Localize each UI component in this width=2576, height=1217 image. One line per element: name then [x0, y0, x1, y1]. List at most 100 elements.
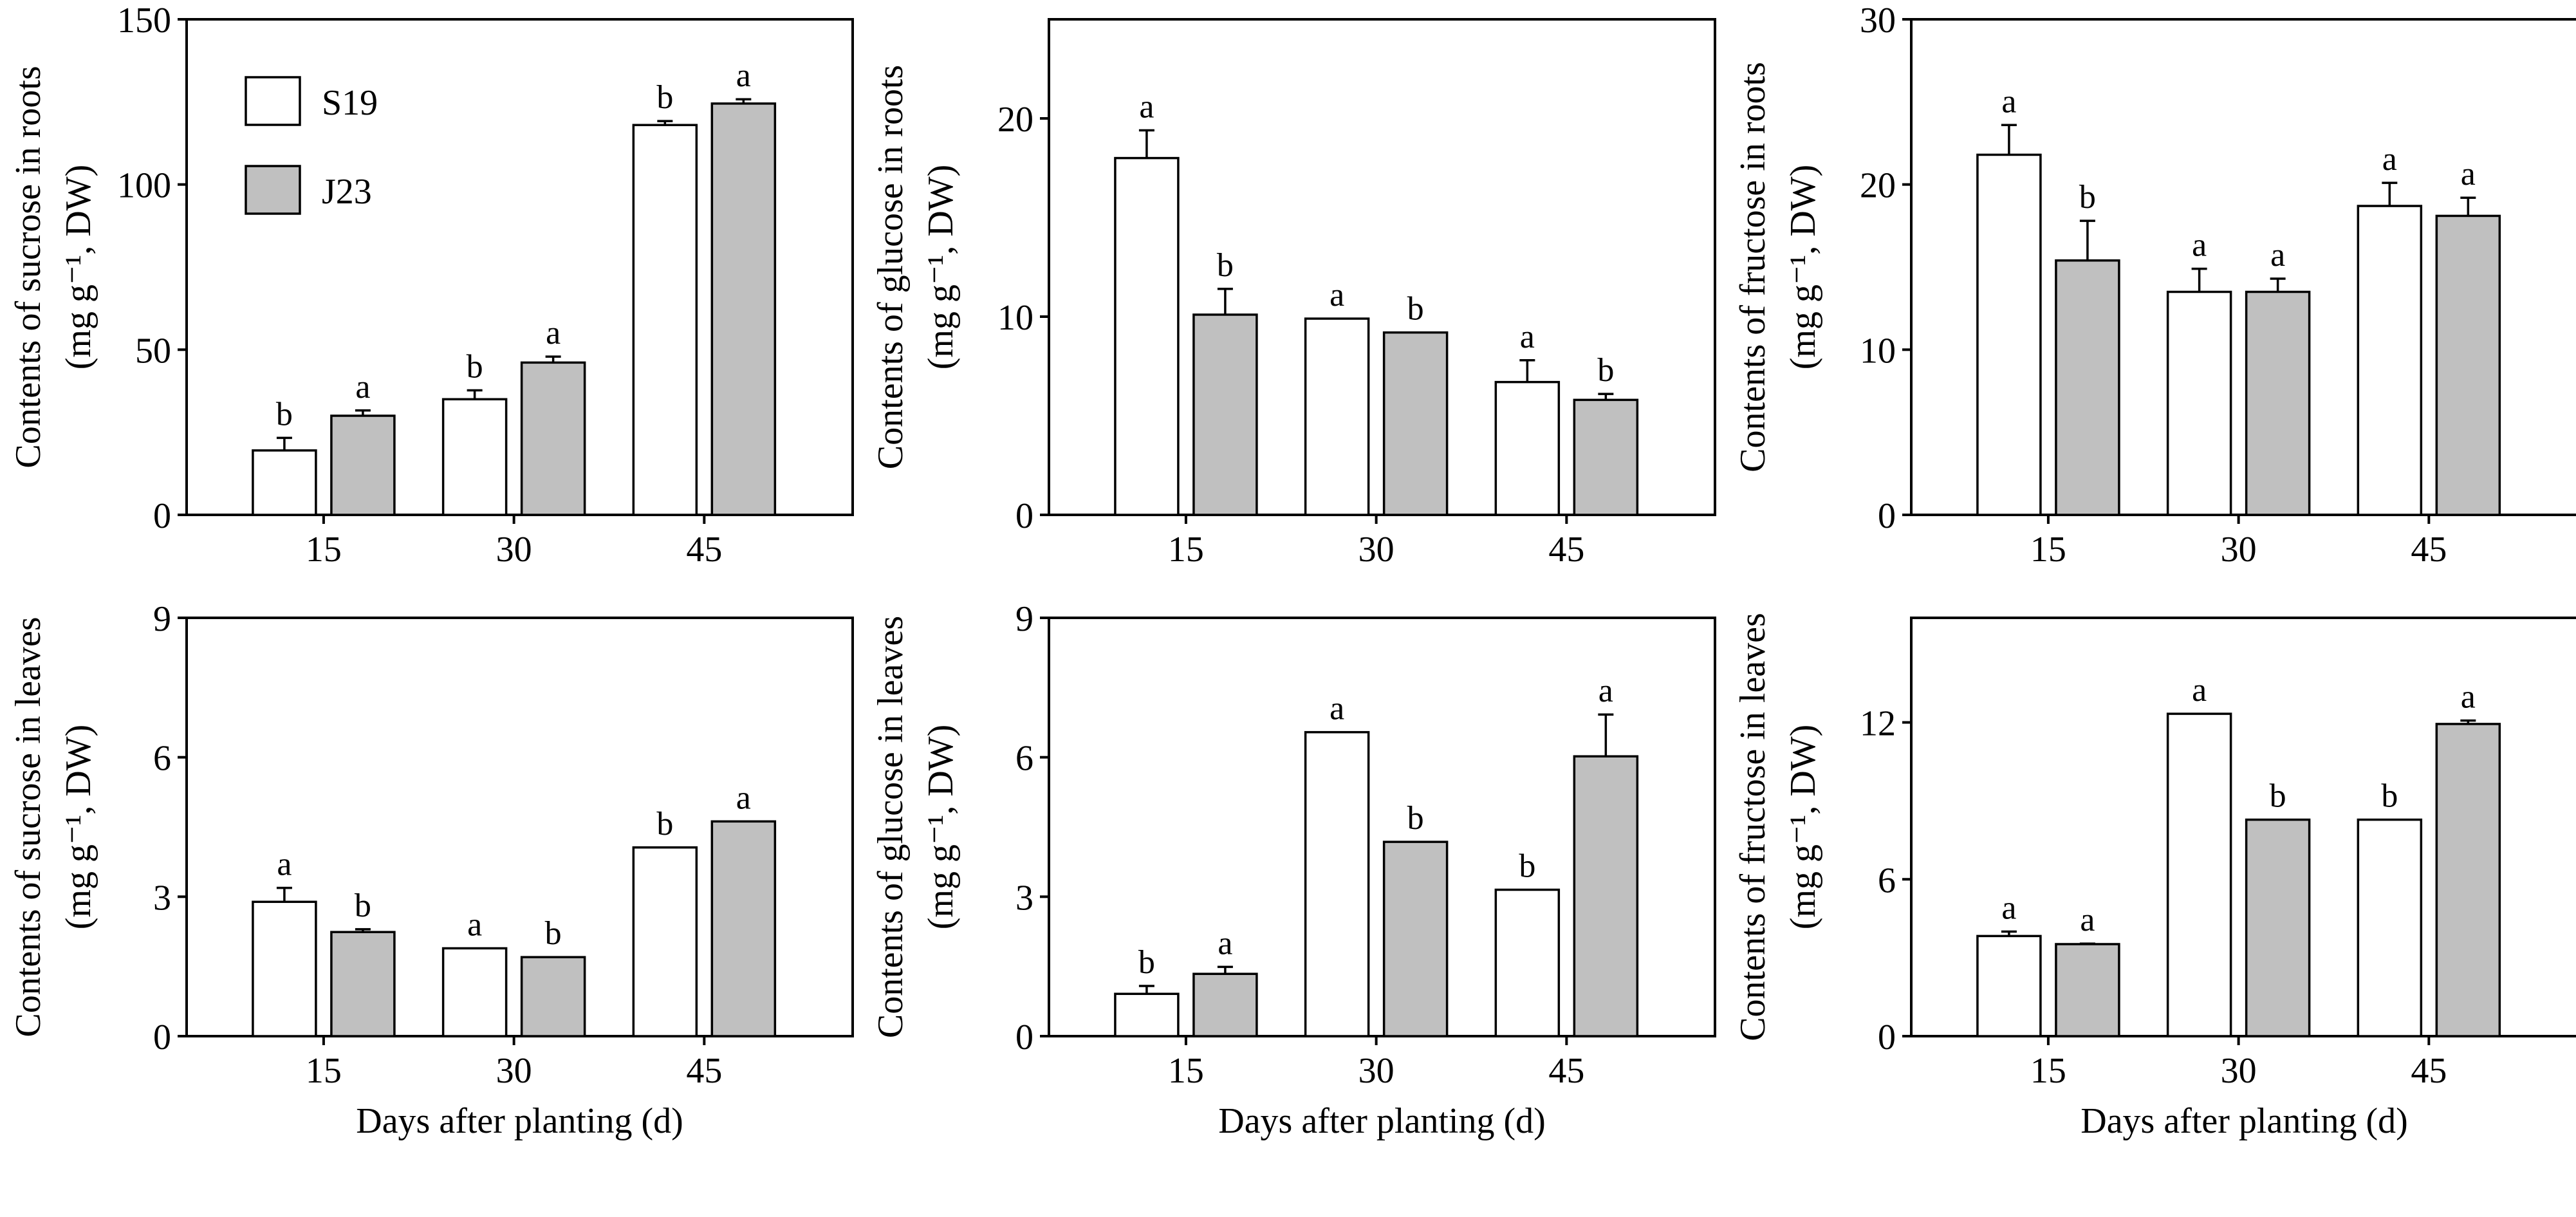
significance-letter: b: [1597, 352, 1614, 389]
significance-letter: a: [736, 779, 751, 816]
bar-j23-15: [330, 931, 396, 1037]
y-tick-label: 0: [1015, 1017, 1033, 1057]
y-tick-label: 20: [997, 100, 1033, 140]
plot-frame: [1048, 617, 1716, 1037]
bar-j23-15: [2055, 943, 2120, 1037]
y-tick-label: 6: [1015, 739, 1033, 779]
chart-sucrose-roots: 0 50 100 150 Contents of sucrose in roots (mg…: [8, 1, 854, 570]
y-tick-label: 150: [117, 1, 171, 41]
x-tick-label: 45: [1548, 530, 1584, 570]
bar-j23-15: [2055, 259, 2120, 516]
panel-sucrose-roots: 0 50 100 150 Contents of sucrose in roots (mg…: [0, 0, 859, 579]
y-tick-label: 20: [1860, 166, 1896, 206]
x-tick-label: 45: [2411, 530, 2447, 570]
x-tick-label: 30: [496, 1051, 532, 1091]
bar-s19-45: [632, 124, 698, 516]
y-tick-label: 0: [153, 1017, 171, 1057]
bar-s19-45: [2357, 818, 2423, 1037]
y-axis-label: Contents of fructose in leaves: [1733, 613, 1773, 1041]
significance-letter: a: [1520, 319, 1535, 355]
panel-sucrose-leaves: 0 3 6 9 Contents of sucrose in leaves (mg g⁻¹…: [0, 592, 859, 1217]
significance-letter: b: [467, 348, 483, 385]
significance-letter: b: [1519, 848, 1535, 885]
chart-glucose-leaves: 0 3 6 9 Contents of glucose in leaves (mg g⁻¹…: [871, 599, 1716, 1141]
bar-s19-15: [252, 900, 317, 1037]
x-axis-label: Days after planting (d): [1218, 1101, 1545, 1141]
y-tick-label: 9: [1015, 599, 1033, 639]
significance-letter: a: [1598, 673, 1613, 709]
significance-letter: b: [656, 806, 673, 842]
significance-letter: a: [1330, 277, 1344, 313]
y-tick-label: 0: [1015, 496, 1033, 536]
significance-letter: a: [736, 57, 751, 94]
bar-j23-45: [2435, 723, 2501, 1037]
significance-letter: b: [2079, 179, 2096, 216]
y-axis-label: Contents of glucose in leaves: [871, 616, 911, 1038]
x-tick-label: 30: [2221, 530, 2257, 570]
bar-s19-15: [252, 449, 317, 516]
bar-s19-30: [2166, 290, 2232, 516]
bar-j23-30: [1382, 331, 1449, 516]
bar-j23-30: [520, 956, 586, 1037]
plot-frame: [1910, 617, 2576, 1037]
panel-fructose-roots: 0 10 20 30 Contents of fructose in roots (mg …: [1725, 0, 2576, 579]
y-tick-label: 0: [1878, 1017, 1896, 1057]
y-tick-label: 12: [1860, 704, 1896, 744]
y-tick-label: 0: [1878, 496, 1896, 536]
bar-j23-15: [1192, 972, 1258, 1037]
y-axis-unit-label: (mg g⁻¹, DW): [1783, 165, 1823, 370]
significance-letter: b: [2270, 778, 2286, 815]
y-axis-label: Contents of sucrose in leaves: [8, 617, 48, 1037]
y-tick-label: 10: [997, 298, 1033, 338]
x-tick-label: 15: [306, 1051, 342, 1091]
bar-s19-15: [1976, 934, 2042, 1037]
y-axis-unit-label: (mg g⁻¹, DW): [921, 725, 961, 930]
y-axis-label: Contents of glucose in roots: [871, 65, 911, 469]
bar-s19-30: [441, 398, 508, 516]
significance-letter: a: [355, 369, 370, 405]
y-axis-unit-label: (mg g⁻¹, DW): [921, 165, 961, 370]
bar-s19-30: [1304, 730, 1370, 1037]
x-tick-label: 15: [1168, 1051, 1204, 1091]
bar-j23-30: [1382, 841, 1449, 1037]
bar-s19-45: [1494, 380, 1561, 516]
bar-s19-30: [441, 947, 508, 1037]
x-tick-label: 45: [2411, 1051, 2447, 1091]
significance-letter: a: [2461, 679, 2476, 716]
significance-letter: a: [546, 315, 561, 351]
y-tick-label: 30: [1860, 1, 1896, 41]
y-axis-unit-label: (mg g⁻¹, DW): [59, 725, 98, 930]
significance-letter: b: [545, 915, 562, 952]
chart-fructose-leaves: 0 6 12 Contents of fructose in leaves (mg g⁻…: [1733, 613, 2576, 1141]
bar-j23-45: [710, 102, 777, 516]
chart-glucose-roots: 0 10 20 Contents of glucose in roots (mg g⁻¹…: [871, 18, 1716, 570]
significance-letter: b: [2381, 778, 2398, 815]
bar-s19-30: [1304, 317, 1370, 516]
y-tick-label: 6: [153, 739, 171, 779]
chart-sucrose-leaves: 0 3 6 9 Contents of sucrose in leaves (mg g⁻¹…: [8, 599, 854, 1141]
panel-glucose-roots: 0 10 20 Contents of glucose in roots (mg g⁻¹…: [862, 0, 1721, 579]
x-tick-label: 15: [306, 530, 342, 570]
significance-letter: a: [277, 846, 292, 883]
chart-fructose-roots: 0 10 20 30 Contents of fructose in roots (mg …: [1733, 1, 2576, 570]
legend-label-s19: S19: [322, 83, 378, 123]
x-tick-label: 15: [1168, 530, 1204, 570]
plot-frame: [185, 617, 854, 1037]
y-axis-label: Contents of fructose in roots: [1733, 62, 1773, 472]
x-tick-label: 30: [1358, 1051, 1395, 1091]
bar-j23-30: [2245, 818, 2311, 1037]
x-tick-label: 30: [496, 530, 532, 570]
plot-frame: [1910, 18, 2576, 516]
bar-j23-30: [520, 361, 586, 516]
y-tick-label: 0: [153, 496, 171, 536]
bar-j23-45: [2435, 214, 2501, 516]
significance-letter: a: [1139, 88, 1154, 125]
y-tick-label: 3: [1015, 878, 1033, 918]
plot-frame: [1048, 18, 1716, 516]
y-tick-label: 3: [153, 878, 171, 918]
y-tick-label: 100: [117, 166, 171, 206]
significance-letter: b: [276, 396, 293, 432]
bar-s19-15: [1114, 992, 1180, 1037]
significance-letter: b: [1407, 800, 1424, 837]
x-tick-label: 45: [686, 1051, 722, 1091]
